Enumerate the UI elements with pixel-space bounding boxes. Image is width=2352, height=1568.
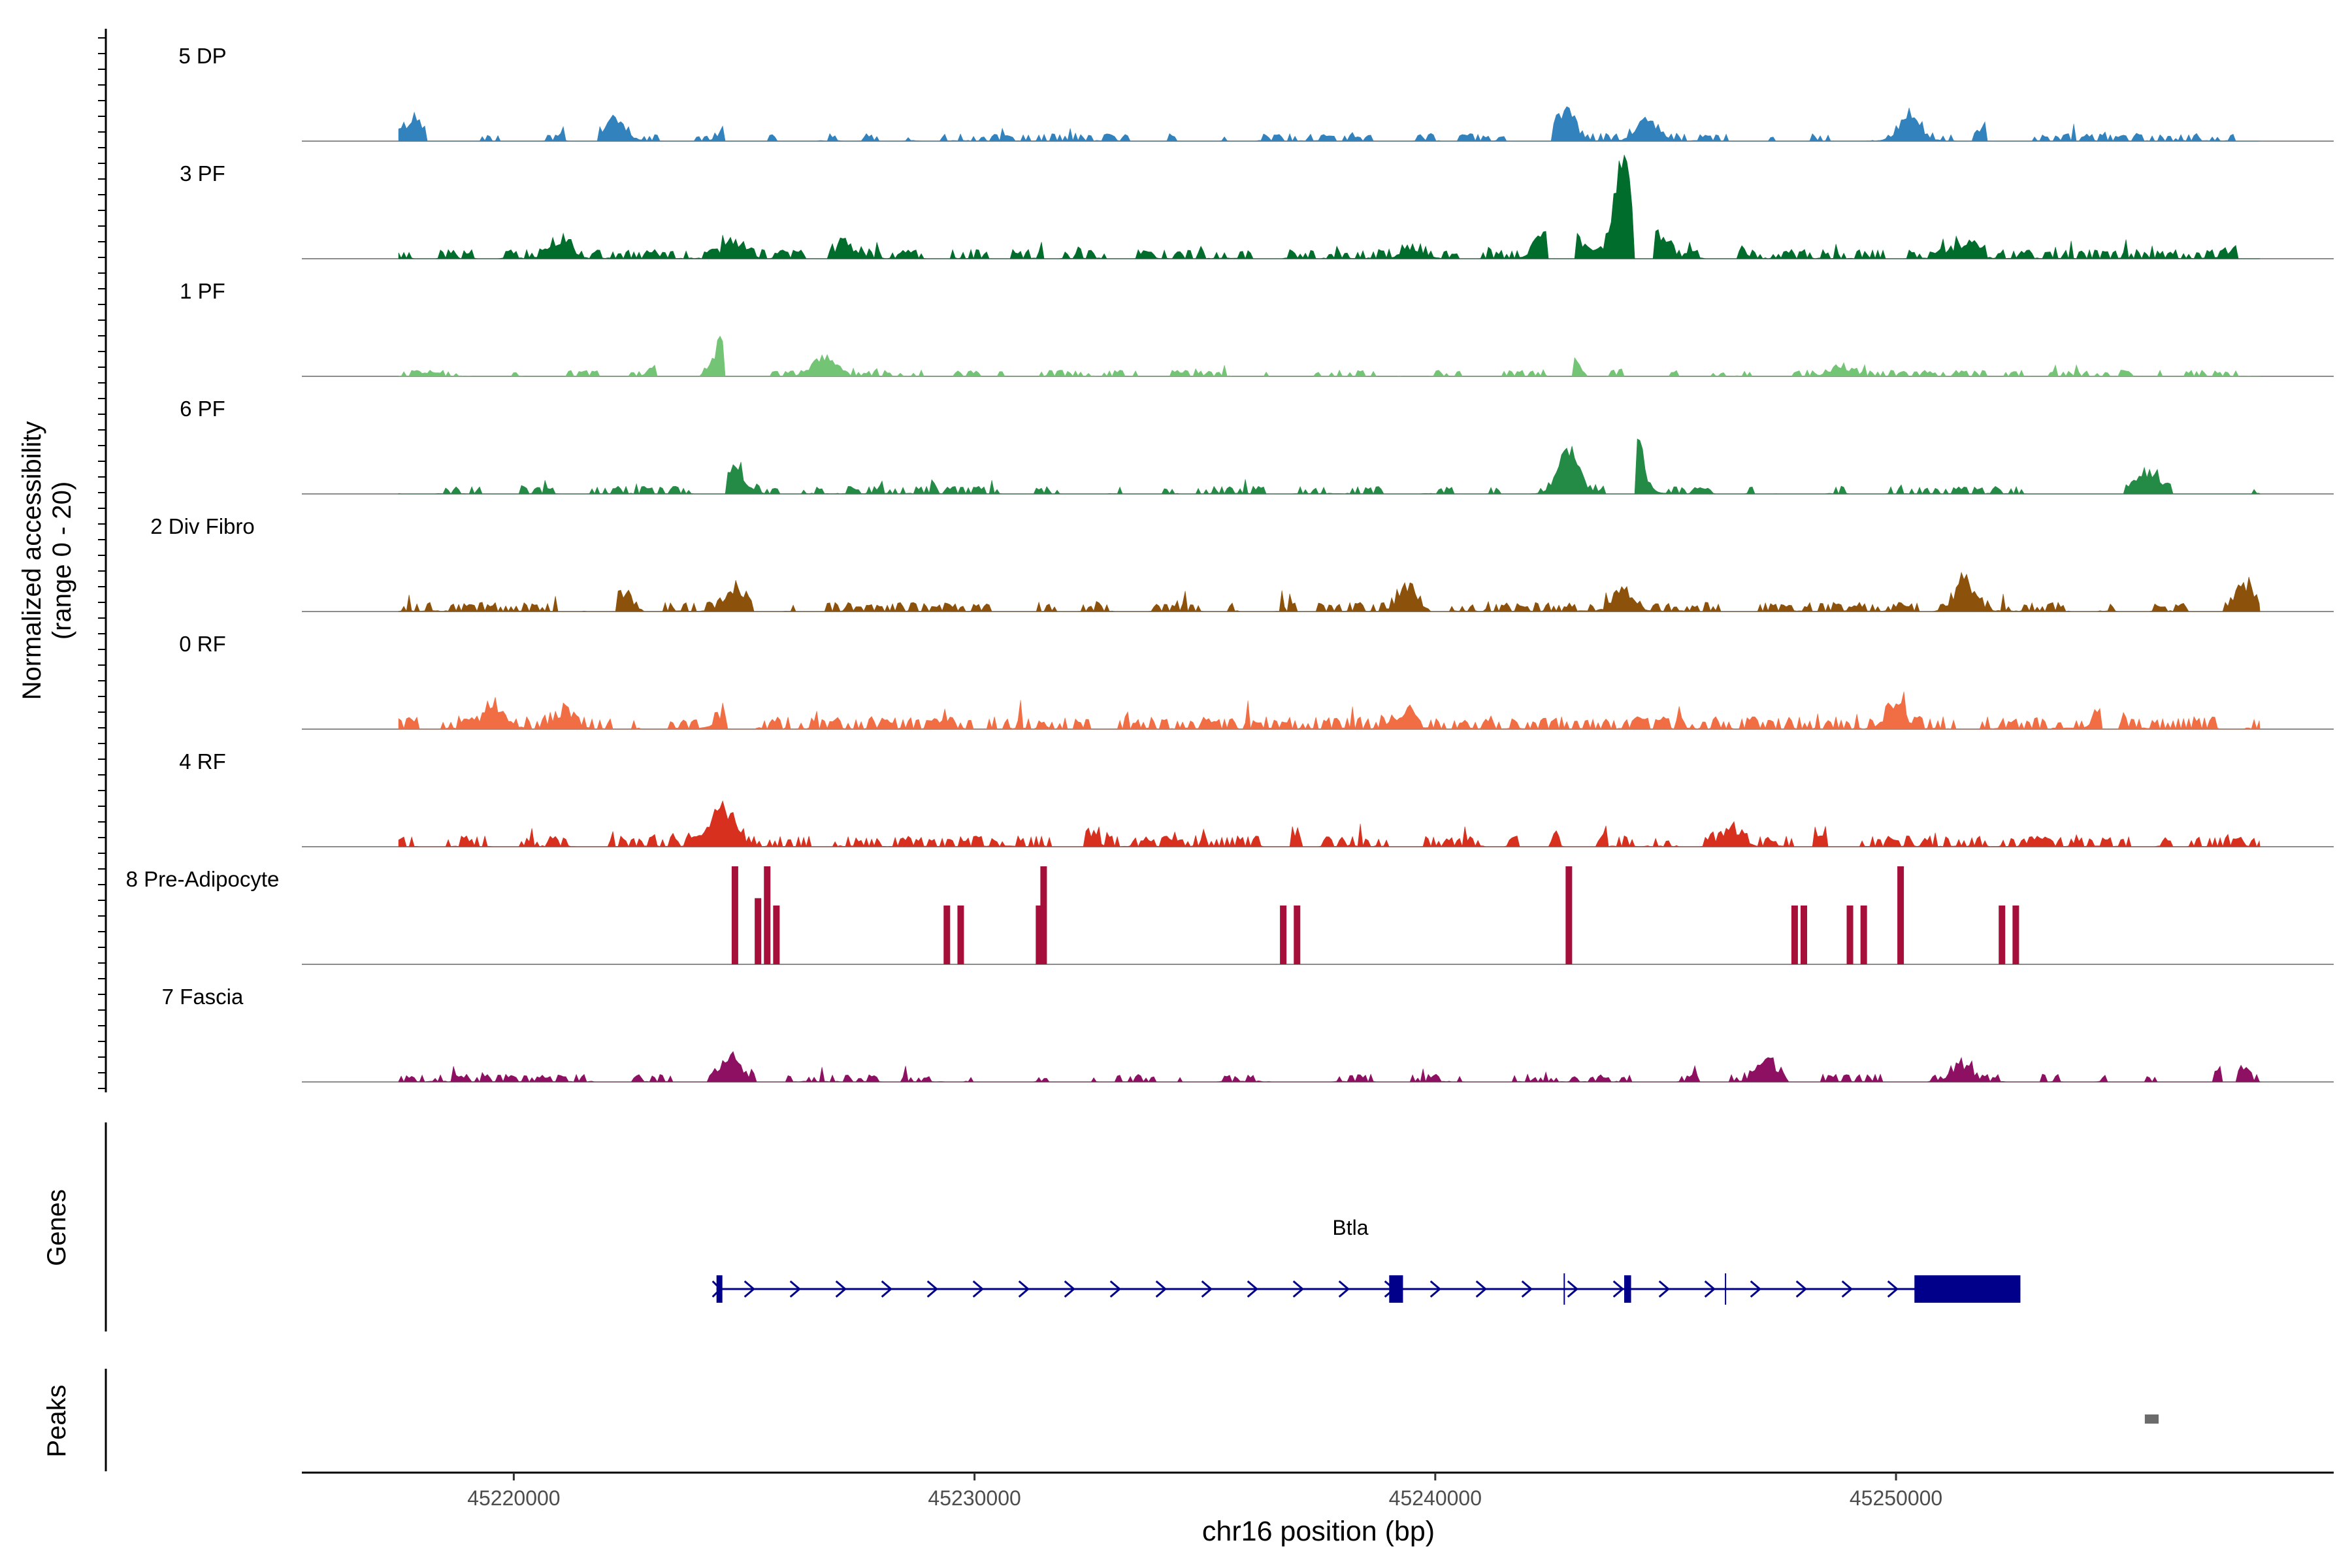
coverage-spike: [1897, 866, 1904, 964]
coverage-spike: [731, 866, 738, 964]
coverage-spike: [1791, 906, 1798, 964]
coverage-spike: [1801, 906, 1808, 964]
track-5-dp: 5 DP: [178, 44, 2334, 142]
strand-arrow: [1612, 1280, 1624, 1298]
gene-exon: [1624, 1275, 1631, 1303]
track-label: 2 Div Fibro: [150, 514, 255, 538]
strand-arrow: [1018, 1280, 1030, 1298]
gene-label: Btla: [1332, 1216, 1368, 1239]
strand-arrow: [1795, 1280, 1807, 1298]
strand-arrow: [972, 1280, 984, 1298]
coverage-area: [398, 800, 2261, 847]
coverage-spike: [1036, 906, 1043, 964]
coverage-area: [398, 1051, 2261, 1083]
coverage-area: [398, 691, 2261, 730]
coverage-area: [398, 438, 2261, 495]
genes-panel: [105, 1122, 2021, 1331]
strand-arrow: [1521, 1280, 1533, 1298]
track-label: 0 RF: [179, 632, 226, 656]
strand-arrow: [743, 1280, 755, 1298]
strand-arrow: [1841, 1280, 1853, 1298]
coverage-spike: [943, 906, 951, 964]
y-axis-label-range: (range 0 - 20): [48, 482, 76, 640]
x-tick-label: 45230000: [928, 1486, 1021, 1510]
track-7-fascia: 7 Fascia: [162, 985, 2334, 1083]
coverage-spike: [1565, 866, 1573, 964]
strand-arrow: [1155, 1280, 1167, 1298]
x-tick-label: 45240000: [1389, 1486, 1482, 1510]
coverage-spike: [1999, 906, 2006, 964]
track-3-pf: 3 PF: [180, 154, 2334, 259]
track-0-rf: 0 RF: [179, 632, 2334, 730]
coverage-spike: [957, 906, 964, 964]
strand-arrow: [1292, 1280, 1304, 1298]
strand-arrow: [1429, 1280, 1441, 1298]
track-label: 1 PF: [180, 279, 225, 303]
track-6-pf: 6 PF: [180, 397, 2334, 495]
x-tick-label: 45220000: [467, 1486, 560, 1510]
gene-exon: [1389, 1275, 1403, 1303]
tracks-layer: 5 DP 3 PF 1 PF 6 PF 2 Div Fibro 0 RF 4 RF 8 Pre…: [126, 44, 2334, 1083]
peak-region: [2144, 1414, 2159, 1424]
strand-arrow: [789, 1280, 801, 1298]
coverage-area: [398, 106, 2261, 142]
coverage-spike: [764, 866, 771, 964]
gene-exon: [1914, 1275, 2021, 1303]
x-axis-label: chr16 position (bp): [1202, 1516, 1435, 1547]
strand-arrow: [1750, 1280, 1761, 1298]
track-label: 3 PF: [180, 161, 225, 186]
track-4-rf: 4 RF: [179, 749, 2334, 847]
coverage-spike: [755, 898, 762, 964]
strand-arrow: [926, 1280, 938, 1298]
coverage-area: [398, 572, 2261, 612]
coverage-spike: [1294, 906, 1301, 964]
x-tick-label: 45250000: [1850, 1486, 1942, 1510]
strand-arrow: [1201, 1280, 1213, 1298]
coverage-spike: [1280, 906, 1287, 964]
coverage-spike: [1846, 906, 1854, 964]
track-1-pf: 1 PF: [180, 279, 2334, 377]
track-label: 6 PF: [180, 397, 225, 421]
gene-exon: [716, 1275, 723, 1303]
genes-label: Genes: [42, 1189, 71, 1266]
track-2-div-fibro: 2 Div Fibro: [150, 514, 2334, 612]
strand-arrow: [1475, 1280, 1487, 1298]
track-label: 5 DP: [178, 44, 226, 68]
peaks-label: Peaks: [42, 1384, 71, 1457]
strand-arrow: [1338, 1280, 1350, 1298]
track-8-pre-adipocyte: 8 Pre-Adipocyte: [126, 866, 2334, 965]
strand-arrow: [1064, 1280, 1075, 1298]
strand-arrow: [1567, 1280, 1578, 1298]
coverage-area: [398, 154, 2261, 259]
coverage-spike: [1040, 866, 1047, 964]
strand-arrow: [881, 1280, 892, 1298]
axis-layer: 45220000 45230000 45240000 45250000: [98, 29, 2334, 1510]
track-label: 7 Fascia: [162, 985, 244, 1009]
strand-arrow: [1887, 1280, 1899, 1298]
strand-arrow: [1704, 1280, 1716, 1298]
y-axis-label: Normalized accessibility: [18, 421, 46, 700]
strand-arrow: [1247, 1280, 1258, 1298]
strand-arrow: [1109, 1280, 1121, 1298]
coverage-spike: [1860, 906, 1867, 964]
peaks-panel: [105, 1369, 2159, 1471]
strand-arrow: [835, 1280, 847, 1298]
coverage-spike: [2012, 906, 2019, 964]
coverage-spike: [773, 906, 780, 964]
coverage-area: [398, 335, 2261, 377]
strand-arrow: [1658, 1280, 1670, 1298]
track-label: 4 RF: [179, 749, 226, 774]
track-label: 8 Pre-Adipocyte: [126, 867, 280, 891]
